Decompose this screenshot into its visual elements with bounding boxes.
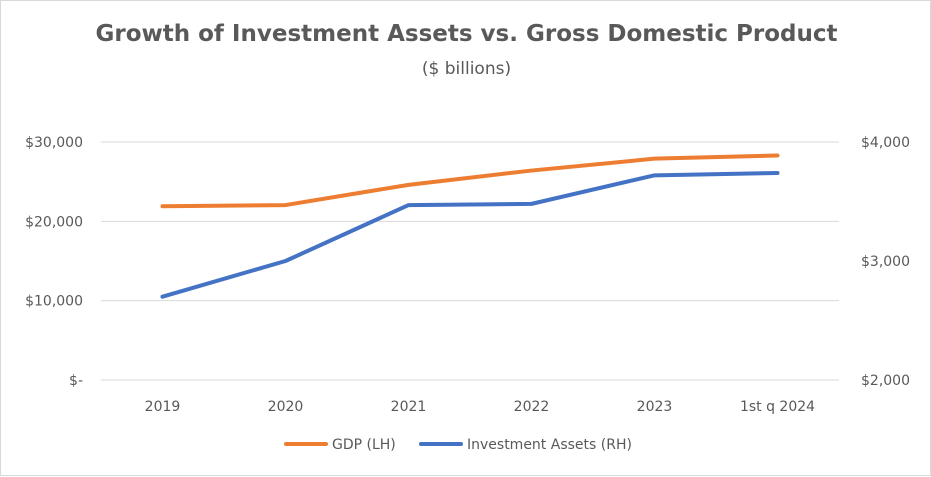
y-left-tick-label: $30,000 [25, 135, 83, 151]
legend-label: GDP (LH) [332, 437, 396, 453]
x-tick-label: 2020 [268, 399, 304, 415]
x-tick-label: 2021 [391, 399, 427, 415]
y-right-tick-label: $2,000 [861, 373, 910, 389]
y-left-tick-label: $20,000 [25, 214, 83, 230]
x-tick-label: 2019 [145, 399, 181, 415]
x-tick-label: 1st q 2024 [740, 399, 815, 415]
series-line [160, 153, 780, 209]
y-left-tick-label: $10,000 [25, 294, 83, 310]
chart-subtitle: ($ billions) [421, 59, 512, 79]
chart-title: Growth of Investment Assets vs. Gross Do… [95, 21, 838, 47]
y-right-tick-label: $3,000 [861, 254, 910, 270]
y-left-tick-label: $- [69, 373, 83, 389]
x-tick-label: 2022 [514, 399, 550, 415]
y-right-tick-label: $4,000 [861, 135, 910, 151]
series-line [160, 170, 780, 299]
legend-label: Investment Assets (RH) [467, 437, 632, 453]
x-tick-label: 2023 [637, 399, 673, 415]
